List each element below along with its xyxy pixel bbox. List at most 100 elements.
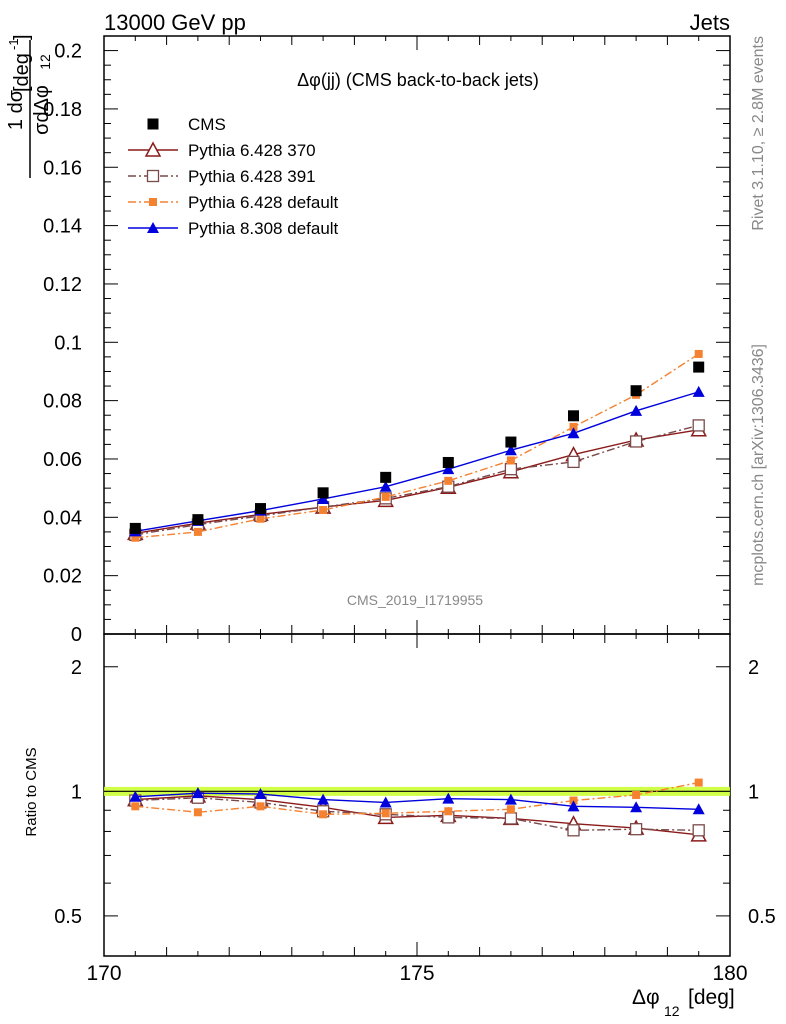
main-line-pythia-6-428-391 [135, 424, 699, 536]
ratio-point-pythia-8-308-default [254, 788, 267, 800]
y-tick-label: 0 [71, 624, 82, 646]
svg-text:Δφ: Δφ [632, 986, 660, 1009]
legend-marker-pythia-8-308-default [147, 222, 159, 233]
main-point-pythia-8-308-default [567, 427, 580, 439]
main-point-pythia-8-308-default [442, 463, 455, 475]
ratio-point-pythia-6-428-default [256, 802, 265, 811]
main-point-pythia-8-308-default [504, 444, 517, 456]
ratio-y-tick-label-right: 1 [748, 781, 759, 803]
x-axis-label: Δφ 12 [deg] [632, 986, 735, 1019]
main-plot-frame: 0 0.02 0.04 0.06 0.08 0.1 0.12 0.14 0.16 0.18 0.2 [43, 35, 731, 646]
ratio-point-pythia-8-308-default [692, 803, 705, 815]
y-tick-label: 0.14 [43, 216, 82, 238]
ratio-line-pythia-6-428-370 [135, 795, 699, 836]
main-point-pythia-6-428-391 [504, 463, 518, 476]
svg-text:[deg: [deg [11, 53, 33, 92]
y-tick-label: 0.16 [43, 157, 82, 179]
main-line-pythia-6-428-default [135, 353, 700, 539]
x-tick-label: 170 [86, 962, 121, 985]
main-point-pythia-6-428-default [444, 476, 453, 485]
main-point-pythia-6-428-391 [692, 419, 705, 432]
main-point-cms [693, 361, 705, 373]
y-tick-label: 0.04 [43, 507, 82, 529]
ratio-point-pythia-8-308-default [442, 792, 455, 804]
rivet-version-label: Rivet 3.1.10, ≥ 2.8M events [750, 36, 767, 231]
main-point-pythia-6-428-default [381, 492, 390, 501]
legend-label-pythia-8-308-default: Pythia 8.308 default [188, 219, 339, 238]
plot-title: Δφ(jj) (CMS back-to-back jets) [297, 70, 539, 90]
main-point-pythia-6-428-default [193, 527, 202, 536]
ratio-y-tick-label: 0.5 [54, 906, 82, 928]
ratio-y-tick-label-right: 0.5 [748, 906, 776, 928]
legend-label-cms: CMS [188, 115, 226, 134]
ratio-point-pythia-8-308-default [567, 800, 580, 812]
y-tick-label: 0.2 [54, 41, 82, 63]
ratio-point-pythia-6-428-default [381, 809, 390, 818]
main-point-pythia-6-428-default [131, 533, 140, 542]
main-point-cms [630, 385, 642, 397]
main-point-cms [442, 456, 454, 468]
main-point-cms [568, 410, 579, 422]
ratio-point-pythia-6-428-default [131, 802, 140, 811]
main-point-pythia-6-428-default [569, 422, 578, 431]
ratio-point-pythia-6-428-391 [629, 823, 643, 836]
ratio-point-pythia-8-308-default [129, 790, 142, 802]
ratio-point-pythia-8-308-default [630, 801, 643, 813]
y-tick-label: 0.08 [43, 391, 82, 413]
main-point-cms [317, 487, 329, 499]
legend: CMS Pythia 6.428 370 Pythia 6.428 391 Pythi… [128, 115, 339, 238]
svg-text:[deg]: [deg] [688, 986, 735, 1009]
legend-label-pythia-6-428-370: Pythia 6.428 370 [188, 141, 316, 160]
main-point-pythia-6-428-default [319, 506, 328, 515]
ratio-point-pythia-6-428-391 [692, 824, 705, 837]
main-point-pythia-6-428-391 [567, 455, 580, 469]
ratio-line-pythia-8-308-default [135, 792, 699, 810]
ratio-point-pythia-6-428-default [694, 778, 703, 787]
main-point-cms [255, 503, 266, 515]
y-tick-label: 0.02 [43, 566, 82, 588]
legend-label-pythia-6-428-default: Pythia 6.428 default [188, 193, 339, 212]
main-line-pythia-8-308-default [135, 391, 699, 533]
legend-marker-pythia-6-428-default [149, 198, 157, 206]
main-point-cms [380, 471, 392, 483]
svg-text:1 dσ: 1 dσ [5, 89, 27, 130]
main-point-pythia-6-428-default [694, 349, 703, 358]
ratio-point-pythia-8-308-default [504, 793, 517, 805]
ratio-y-axis-label: Ratio to CMS [23, 747, 40, 836]
main-point-pythia-8-308-default [379, 480, 392, 492]
header-process: Jets [690, 10, 730, 35]
y-tick-label: 0.18 [43, 99, 82, 121]
header-energy: 13000 GeV pp [104, 10, 246, 35]
main-point-cms [192, 514, 204, 526]
main-point-cms [129, 522, 141, 534]
legend-marker-pythia-6-428-391 [146, 169, 160, 183]
y-tick-label: 0.12 [43, 274, 82, 296]
mcplots-credit-label: mcplots.cern.ch [arXiv:1306.3436] [750, 344, 767, 586]
legend-marker-cms [147, 118, 159, 130]
ratio-point-pythia-6-428-391 [567, 824, 580, 837]
main-point-pythia-8-308-default [630, 404, 643, 416]
ratio-point-pythia-8-308-default [379, 796, 392, 808]
y-tick-label: 0.06 [43, 449, 82, 471]
ratio-point-pythia-8-308-default [317, 793, 330, 805]
legend-label-pythia-6-428-391: Pythia 6.428 391 [188, 167, 316, 186]
svg-text:12: 12 [664, 1003, 680, 1019]
ratio-point-pythia-6-428-default [444, 807, 453, 816]
main-y-axis-label: 1 dσ σdΔφ 12 [deg -1 ] [5, 34, 53, 178]
x-tick-label: 180 [712, 962, 747, 985]
ratio-point-pythia-6-428-default [193, 808, 202, 817]
svg-text:12: 12 [37, 54, 53, 70]
ratio-point-pythia-6-428-default [632, 790, 641, 799]
legend-marker-pythia-6-428-370 [144, 141, 162, 157]
main-point-cms [505, 436, 517, 448]
main-point-pythia-6-428-default [506, 456, 515, 465]
ratio-point-pythia-6-428-default [506, 805, 515, 814]
analysis-id: CMS_2019_I1719955 [347, 592, 483, 608]
ratio-line-pythia-6-428-391 [135, 797, 699, 832]
ratio-point-pythia-6-428-default [319, 810, 328, 819]
svg-text:σdΔφ: σdΔφ [31, 85, 53, 135]
x-tick-label: 175 [399, 962, 434, 985]
ratio-line-pythia-6-428-default [135, 781, 699, 816]
main-line-pythia-6-428-370 [135, 429, 699, 535]
